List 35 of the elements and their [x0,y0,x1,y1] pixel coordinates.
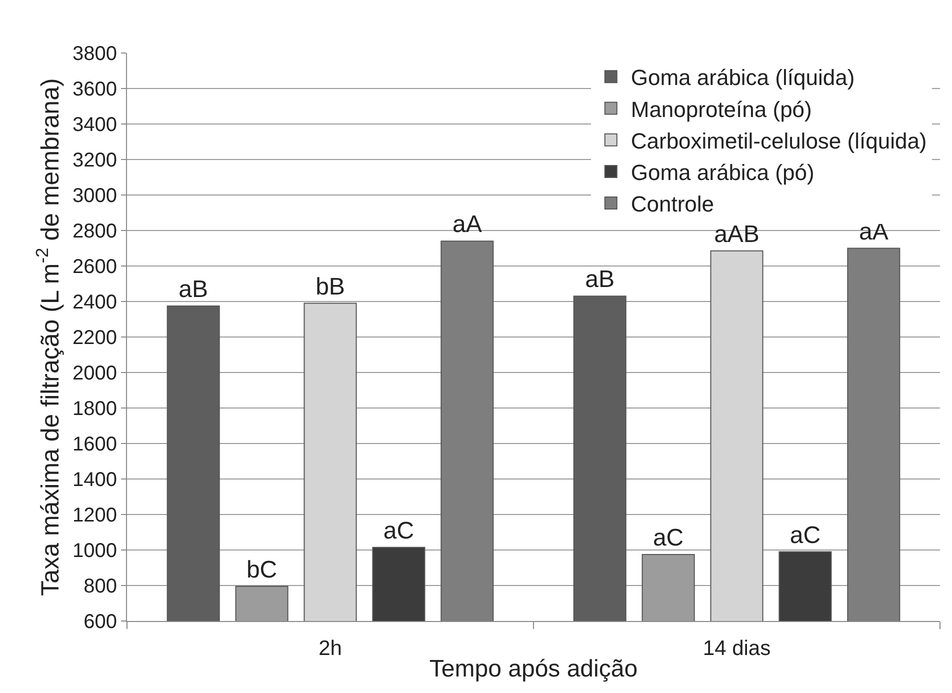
legend-label: Controle [630,192,714,217]
data-label: aC [383,517,414,544]
y-tick-label: 3000 [72,185,117,207]
data-label: aC [652,524,684,552]
y-tick-label: 1400 [72,469,117,491]
data-label: aA [452,211,482,238]
legend-label: Carboximetil-celulose (líquida) [630,128,927,154]
y-tick-label: 2600 [72,256,117,278]
y-tick-label: 800 [84,576,117,598]
y-tick-label: 3200 [72,150,117,172]
y-tick-label: 2400 [72,292,117,314]
data-label: aA [858,218,888,246]
y-tick-label: 600 [84,611,117,633]
y-tick-label: 1000 [72,540,117,562]
y-tick-label: 2000 [72,362,117,384]
data-label: aAB [714,220,760,248]
legend-label: Goma arábica (pó) [630,160,814,186]
y-tick-label: 2200 [72,327,117,349]
data-label: aC [790,522,821,549]
x-tick-label: 2h [318,637,342,660]
legend-label: Manoproteína (pó) [630,96,812,122]
y-tick-label: 1600 [72,434,117,456]
y-tick-label: 2800 [72,220,117,242]
y-tick-label: 3400 [72,114,117,136]
y-tick-label: 1800 [72,398,117,420]
y-tick-label: 1200 [72,504,117,526]
x-axis-title: Tempo após adição [429,656,638,682]
x-tick-label: 14 dias [702,637,771,660]
data-label: bC [246,556,278,584]
y-tick-label: 3600 [72,78,117,100]
y-tick-label: 3800 [72,43,117,65]
legend-label: Goma arábica (líquida) [630,65,855,90]
data-label: aB [178,276,208,303]
data-label: aB [585,266,615,294]
data-label: bB [316,273,345,300]
